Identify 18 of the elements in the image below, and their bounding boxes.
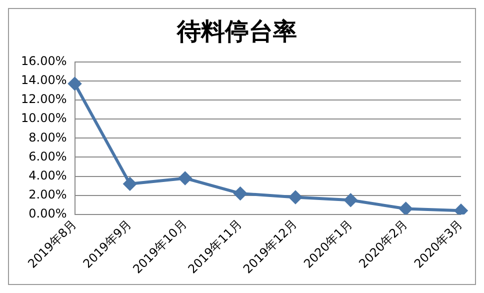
point xyxy=(178,172,192,185)
chart-title: 待料停台率 xyxy=(176,16,297,46)
y-tick-label: 10.00% xyxy=(20,111,67,126)
y-tick-label: 6.00% xyxy=(28,149,67,164)
y-tick-label: 12.00% xyxy=(20,92,67,106)
y-tick-label: 2.00% xyxy=(28,188,67,202)
y-tick-label: 0.00% xyxy=(28,206,67,221)
y-tick-label: 14.00% xyxy=(20,73,67,88)
point xyxy=(123,177,136,190)
y-tick-label: 4.00% xyxy=(28,168,67,182)
point xyxy=(399,202,412,214)
point xyxy=(234,186,247,200)
y-tick-label: 8.00% xyxy=(28,130,67,144)
point xyxy=(344,194,358,207)
point xyxy=(454,204,468,214)
y-tick-label: 16.00% xyxy=(20,54,67,68)
point xyxy=(68,77,82,90)
point xyxy=(288,190,302,204)
